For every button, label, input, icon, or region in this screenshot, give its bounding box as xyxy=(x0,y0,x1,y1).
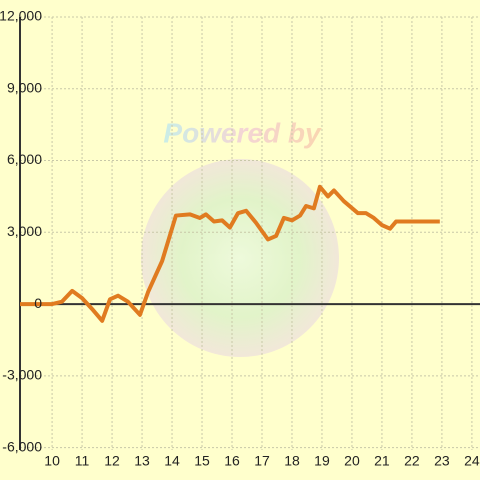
x-tick-label: 14 xyxy=(164,453,180,469)
y-tick-label: 0 xyxy=(34,295,42,311)
x-tick-label: 18 xyxy=(284,453,300,469)
line-series xyxy=(20,184,440,323)
x-tick-label: 16 xyxy=(224,453,240,469)
y-tick-label: -6,000 xyxy=(2,438,42,454)
x-tick-label: 11 xyxy=(75,453,90,469)
y-tick-label: 3,000 xyxy=(7,223,42,239)
watermark: Powered by xyxy=(141,117,339,357)
x-tick-label: 24 xyxy=(464,453,480,469)
x-tick-label: 12 xyxy=(104,453,120,469)
y-tick-label: 12,000 xyxy=(0,8,42,24)
x-tick-label: 10 xyxy=(44,453,60,469)
y-tick-label: 6,000 xyxy=(7,151,42,167)
x-tick-label: 20 xyxy=(344,453,360,469)
x-tick-label: 19 xyxy=(314,453,330,469)
y-tick-label: 9,000 xyxy=(7,79,42,95)
x-tick-label: 17 xyxy=(254,453,270,469)
y-tick-label: -3,000 xyxy=(2,367,42,383)
x-tick-label: 21 xyxy=(374,453,390,469)
x-tick-label: 22 xyxy=(404,453,420,469)
x-tick-label: 13 xyxy=(134,453,150,469)
x-tick-label: 23 xyxy=(434,453,450,469)
watermark-text: Powered by xyxy=(163,117,322,148)
x-tick-label: 15 xyxy=(194,453,210,469)
watermark-logo xyxy=(141,159,339,357)
